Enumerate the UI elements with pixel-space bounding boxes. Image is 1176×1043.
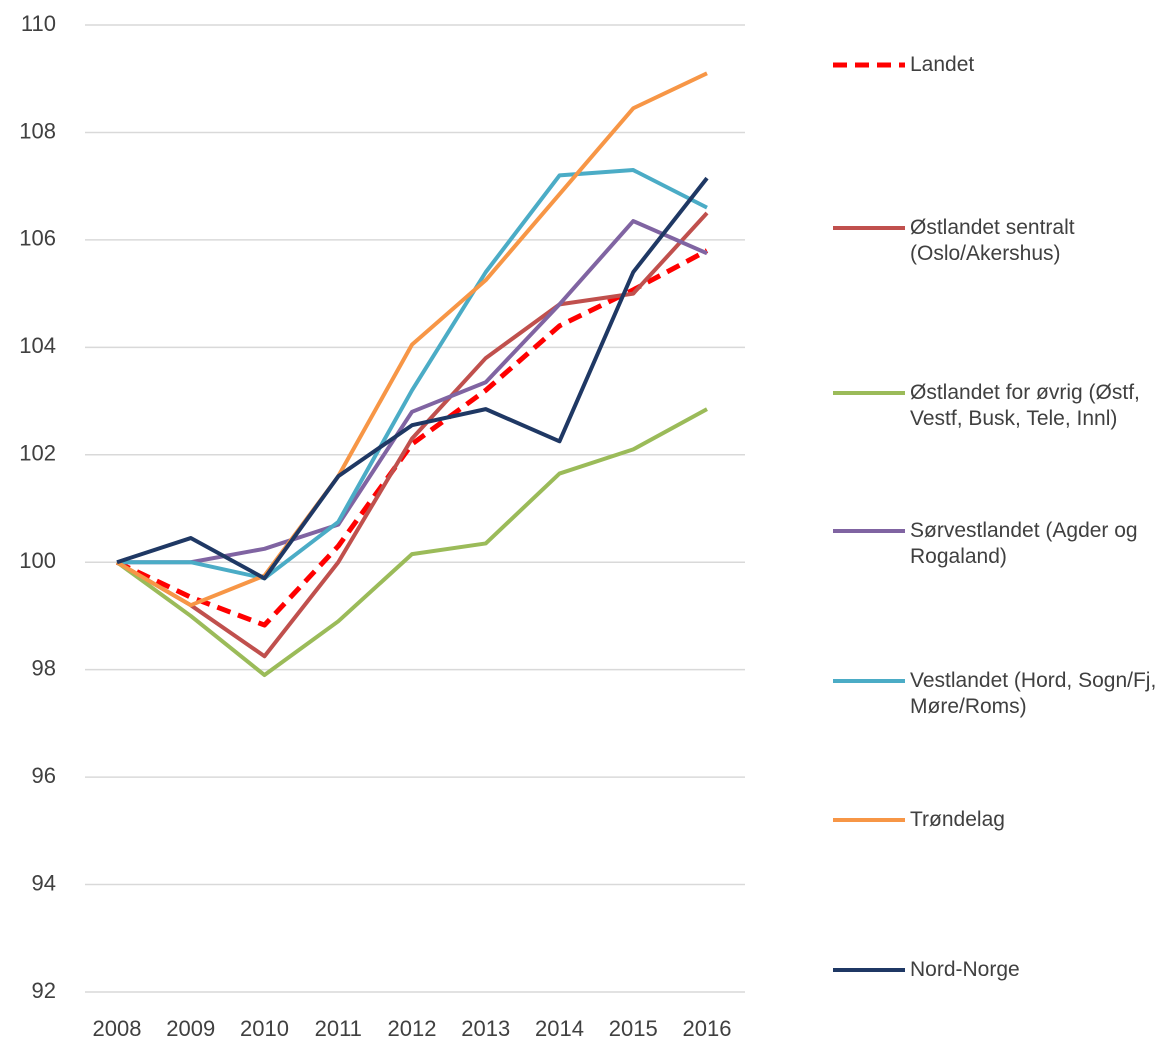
series-line [117, 168, 708, 581]
series-line [116, 176, 709, 581]
legend-label: Landet [910, 53, 975, 76]
x-tick-label: 2013 [461, 1016, 510, 1041]
y-tick-label: 98 [32, 655, 56, 680]
y-tick-label: 100 [19, 548, 56, 573]
x-tick-label: 2014 [535, 1016, 584, 1041]
legend-label: Østlandet sentralt (Oslo/Akershus) [910, 216, 1075, 265]
x-tick-label: 2011 [315, 1016, 362, 1041]
y-tick-label: 108 [19, 118, 56, 143]
legend-label: Østlandet for øvrig (Østf, Vestf, Busk, … [910, 381, 1140, 430]
y-tick-label: 102 [19, 441, 56, 466]
x-tick-label: 2012 [388, 1016, 437, 1041]
x-tick-label: 2016 [683, 1016, 732, 1041]
series-line [117, 219, 708, 565]
legend-label: Vestlandet (Hord, Sogn/Fj, Møre/Roms) [910, 669, 1157, 718]
y-tick-label: 106 [19, 226, 56, 251]
y-tick-label: 110 [21, 11, 56, 36]
legend-label: Nord-Norge [910, 958, 1020, 981]
series-line [115, 71, 708, 608]
y-tick-label: 104 [19, 333, 56, 358]
y-tick-label: 94 [32, 870, 56, 895]
legend-label: Sørvestlandet (Agder og Rogaland) [910, 519, 1138, 568]
x-tick-label: 2010 [240, 1016, 289, 1041]
x-tick-label: 2015 [609, 1016, 658, 1041]
legend-label: Trøndelag [910, 808, 1005, 831]
series-line [115, 407, 708, 678]
series-line [115, 211, 709, 659]
y-tick-label: 92 [32, 978, 56, 1003]
x-tick-label: 2009 [166, 1016, 215, 1041]
x-tick-label: 2008 [93, 1016, 142, 1041]
series-line [115, 248, 709, 628]
y-tick-label: 96 [32, 763, 56, 788]
